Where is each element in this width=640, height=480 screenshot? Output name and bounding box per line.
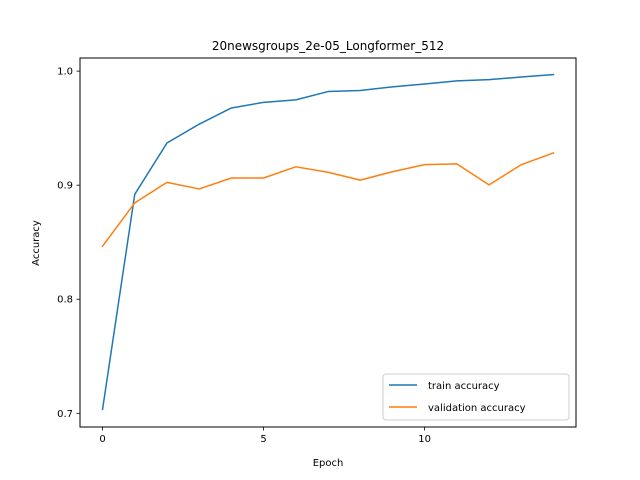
y-tick-label: 0.8 [57, 295, 73, 306]
y-axis: 0.7 0.8 0.9 1.0 [57, 67, 80, 420]
x-axis-label: Epoch [313, 458, 344, 469]
plot-area [79, 57, 577, 428]
x-tick-label: 10 [418, 434, 431, 445]
chart-title: 20newsgroups_2e-05_Longformer_512 [212, 39, 444, 53]
series-line-validation-accuracy [101, 151, 555, 248]
series-line-train-accuracy [101, 73, 555, 411]
y-axis-label: Accuracy [31, 220, 42, 266]
x-axis: 0 5 10 [99, 427, 431, 445]
legend-label-train: train accuracy [428, 381, 500, 392]
legend-label-validation: validation accuracy [428, 403, 526, 414]
legend-box [382, 373, 570, 421]
y-tick-label: 1.0 [57, 67, 73, 78]
x-tick-label: 0 [99, 434, 105, 445]
x-tick-label: 5 [260, 434, 266, 445]
y-tick-label: 0.9 [57, 181, 73, 192]
y-tick-label: 0.7 [57, 409, 73, 420]
series-layer [101, 73, 555, 411]
legend: train accuracy validation accuracy [382, 373, 570, 421]
